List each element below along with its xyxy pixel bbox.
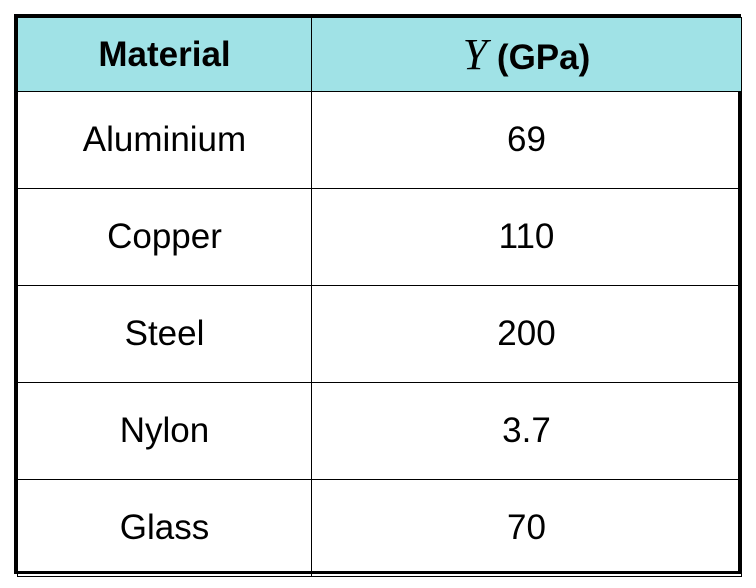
modulus-symbol: Y xyxy=(462,30,488,79)
material-cell: Glass xyxy=(17,479,312,577)
material-cell: Nylon xyxy=(17,382,312,480)
material-cell: Copper xyxy=(17,188,312,286)
table-row: Glass 70 xyxy=(17,479,742,577)
youngs-modulus-table-container: Material Y (GPa) Aluminium 69 Copper 110… xyxy=(14,14,742,577)
modulus-cell: 110 xyxy=(311,188,742,286)
table-row: Nylon 3.7 xyxy=(17,382,742,480)
table-header-row: Material Y (GPa) xyxy=(17,17,742,92)
modulus-cell: 69 xyxy=(311,91,742,189)
material-cell: Aluminium xyxy=(17,91,312,189)
table-row: Copper 110 xyxy=(17,188,742,286)
modulus-cell: 200 xyxy=(311,285,742,383)
youngs-modulus-table: Material Y (GPa) Aluminium 69 Copper 110… xyxy=(17,17,742,577)
material-cell: Steel xyxy=(17,285,312,383)
column-header-material: Material xyxy=(17,17,312,92)
table-row: Steel 200 xyxy=(17,285,742,383)
modulus-unit: (GPa) xyxy=(487,38,591,77)
modulus-cell: 70 xyxy=(311,479,742,577)
modulus-cell: 3.7 xyxy=(311,382,742,480)
table-row: Aluminium 69 xyxy=(17,91,742,189)
column-header-modulus: Y (GPa) xyxy=(311,17,742,92)
